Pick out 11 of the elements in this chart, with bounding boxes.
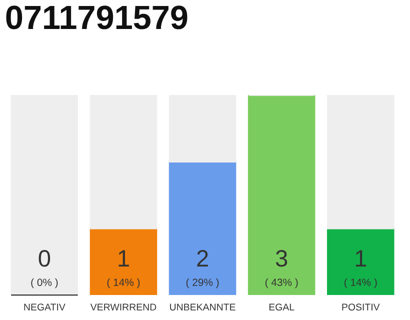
data-label: 3 ( 43% ): [265, 250, 298, 288]
x-tick-label: UNBEKANNTE: [170, 304, 236, 311]
data-label: 2 ( 29% ): [186, 250, 219, 288]
x-tick-label: VERWIRREND: [90, 304, 156, 310]
x-tick-label: POSITIV: [342, 304, 380, 311]
data-label: 1 ( 14% ): [107, 250, 140, 288]
data-label: 1 ( 14% ): [344, 250, 377, 288]
x-tick-label: NEGATIV: [24, 304, 66, 311]
data-label: 0 ( 0% ): [31, 250, 58, 288]
chart-title: 0711791579: [6, 6, 188, 30]
x-tick-label: EGAL: [269, 304, 294, 311]
